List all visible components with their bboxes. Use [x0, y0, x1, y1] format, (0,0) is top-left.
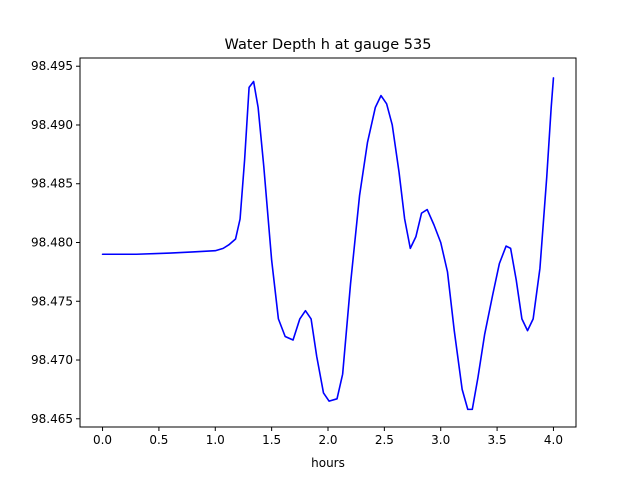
x-tick-label: 1.0 — [206, 433, 225, 447]
y-tick-label: 98.470 — [31, 353, 73, 367]
x-tick-label: 2.0 — [318, 433, 337, 447]
chart-title: Water Depth h at gauge 535 — [225, 37, 432, 53]
x-axis-label: hours — [311, 456, 345, 470]
y-tick-label: 98.490 — [31, 118, 73, 132]
y-tick-label: 98.480 — [31, 236, 73, 250]
y-tick-label: 98.485 — [31, 177, 73, 191]
x-tick-label: 3.5 — [488, 433, 507, 447]
plot-area — [79, 57, 577, 428]
x-tick-label: 1.5 — [262, 433, 281, 447]
series-line-0 — [101, 77, 555, 411]
y-tick-label: 98.465 — [31, 412, 73, 426]
x-tick-label: 3.0 — [431, 433, 450, 447]
y-axis: 98.465 98.470 98.475 98.480 98.485 98.490 98.4… — [31, 59, 80, 426]
x-tick-label: 4.0 — [544, 433, 563, 447]
x-axis: 0.0 0.5 1.0 1.5 2.0 2.5 3.0 3.5 4.0 — [93, 427, 563, 447]
y-tick-label: 98.495 — [31, 59, 73, 73]
x-tick-label: 0.0 — [93, 433, 112, 447]
x-tick-label: 0.5 — [149, 433, 168, 447]
plot-frame — [79, 57, 577, 428]
x-tick-label: 2.5 — [375, 433, 394, 447]
y-tick-label: 98.475 — [31, 294, 73, 308]
